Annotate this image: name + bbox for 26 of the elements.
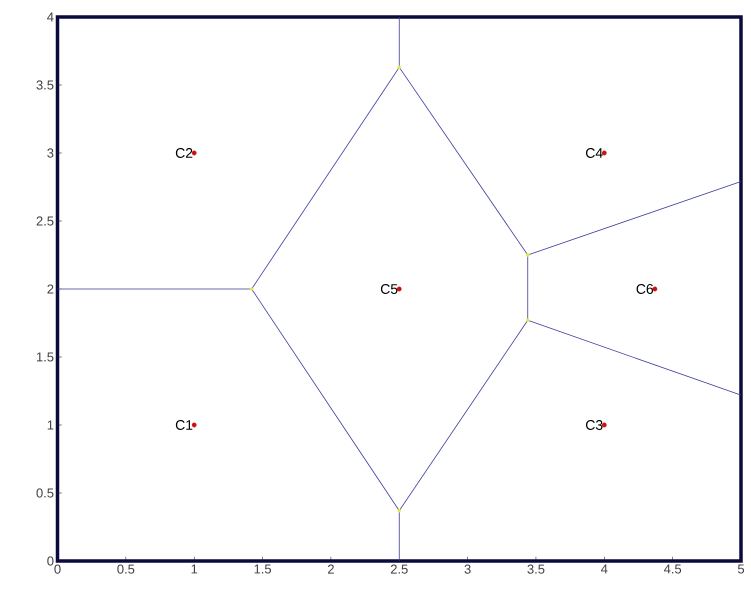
y-tick-label: 0.5 xyxy=(36,488,54,498)
x-tick-label: 4.5 xyxy=(664,564,682,574)
y-tick-label: 1.5 xyxy=(36,352,54,362)
x-tick-label: 3 xyxy=(464,564,471,574)
y-tick-label: 0 xyxy=(47,556,54,566)
y-tick-label: 3 xyxy=(47,148,54,158)
x-tick-label: 0 xyxy=(54,564,61,574)
y-tick-label: 3.5 xyxy=(36,80,54,90)
annotation: C4 xyxy=(586,148,603,158)
annotation: C6 xyxy=(636,284,654,294)
x-tick-label: 1.5 xyxy=(254,564,272,574)
x-tick-label: 3.5 xyxy=(527,564,544,574)
x-tick-label: 5 xyxy=(738,564,744,574)
y-tick-label: 2 xyxy=(47,284,54,294)
annotation: C3 xyxy=(586,420,602,430)
annotation: C5 xyxy=(380,284,398,294)
y-tick-label: 4 xyxy=(47,12,54,22)
x-tick-label: 2 xyxy=(328,564,334,574)
x-tick-label: 1 xyxy=(192,564,198,574)
x-tick-label: 2.5 xyxy=(390,564,408,574)
y-tick-label: 2.5 xyxy=(36,216,54,226)
annotation: C2 xyxy=(176,148,192,158)
annotation: C1 xyxy=(176,420,192,430)
x-tick-label: 4 xyxy=(601,564,608,574)
y-tick-label: 1 xyxy=(48,420,54,430)
x-tick-label: 0.5 xyxy=(117,564,134,574)
